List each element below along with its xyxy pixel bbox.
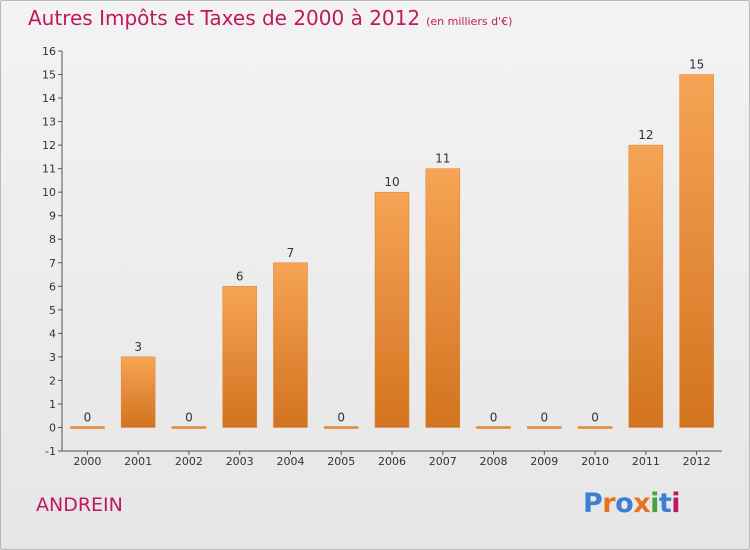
x-tick-label: 2009	[530, 455, 558, 468]
y-tick-label: 16	[42, 45, 56, 58]
proxiti-logo[interactable]: Proxiti	[583, 488, 681, 519]
bar-2010	[577, 426, 613, 429]
data-label-2000: 0	[84, 410, 92, 424]
x-tick-label: 2010	[581, 455, 609, 468]
y-tick-label: 1	[49, 398, 56, 411]
bar-2002	[171, 426, 207, 429]
y-tick-label: 6	[49, 280, 56, 293]
y-tick-label: 12	[42, 139, 56, 152]
data-label-2008: 0	[490, 410, 498, 424]
y-tick-label: 10	[42, 186, 56, 199]
data-label-2006: 10	[384, 175, 399, 189]
data-label-2007: 11	[435, 152, 450, 166]
y-tick-label: 2	[49, 374, 56, 387]
logo-letter: r	[602, 488, 616, 519]
data-label-2009: 0	[540, 410, 548, 424]
bar-2011	[628, 144, 664, 428]
y-tick-label: 15	[42, 69, 56, 82]
x-tick-label: 2000	[73, 455, 101, 468]
data-label-2004: 7	[287, 246, 295, 260]
logo-letter: i	[650, 488, 659, 519]
data-label-2002: 0	[185, 410, 193, 424]
y-tick-label: 4	[49, 327, 56, 340]
x-tick-label: 2008	[480, 455, 508, 468]
bar-2001	[120, 356, 156, 428]
x-tick-label: 2001	[124, 455, 152, 468]
logo-letter: P	[583, 488, 603, 519]
x-tick-label: 2006	[378, 455, 406, 468]
data-label-2005: 0	[337, 410, 345, 424]
bar-2008	[476, 426, 511, 429]
commune-name: ANDREIN	[36, 494, 123, 516]
bar-2009	[527, 426, 562, 429]
x-tick-label: 2003	[226, 455, 254, 468]
y-tick-label: -1	[45, 445, 56, 458]
chart-title: Autres Impôts et Taxes de 2000 à 2012	[28, 6, 421, 30]
y-tick-label: 7	[49, 257, 56, 270]
logo-letter: t	[658, 488, 672, 519]
bar-2005	[323, 426, 359, 429]
data-label-2012: 15	[689, 58, 704, 72]
data-labels: 0 3 0 6 7 0 10 11 0 0 0 12 15	[84, 58, 705, 425]
x-tick-label: 2004	[276, 455, 304, 468]
chart-subtitle: (en milliers d'€)	[426, 15, 513, 28]
x-tick-label: 2002	[175, 455, 203, 468]
y-tick-label: 3	[49, 351, 56, 364]
logo-letter: o	[615, 488, 634, 519]
bars	[70, 74, 714, 429]
y-tick-label: 13	[42, 116, 56, 129]
logo-letter: i	[671, 488, 681, 519]
x-tick-label: 2012	[683, 455, 711, 468]
bar-2003	[222, 286, 257, 428]
y-tick-label: 5	[49, 304, 56, 317]
x-tick-label: 2005	[327, 455, 355, 468]
x-tick-label: 2011	[632, 455, 660, 468]
y-tick-label: 0	[49, 421, 56, 434]
x-tick-label: 2007	[429, 455, 457, 468]
data-label-2011: 12	[638, 128, 653, 142]
bar-2012	[679, 74, 714, 428]
data-label-2010: 0	[591, 410, 599, 424]
data-label-2001: 3	[134, 340, 142, 354]
bar-2004	[273, 262, 308, 428]
bar-2000	[70, 426, 105, 429]
y-tick-label: 9	[49, 210, 56, 223]
data-label-2003: 6	[236, 269, 244, 283]
bar-2006	[374, 191, 410, 428]
y-tick-label: 8	[49, 233, 56, 246]
y-tick-label: 14	[42, 92, 56, 105]
y-tick-label: 11	[42, 163, 56, 176]
chart-title-block: Autres Impôts et Taxes de 2000 à 2012 (en…	[28, 6, 512, 30]
bar-2007	[425, 168, 461, 428]
logo-letter: x	[633, 488, 651, 519]
